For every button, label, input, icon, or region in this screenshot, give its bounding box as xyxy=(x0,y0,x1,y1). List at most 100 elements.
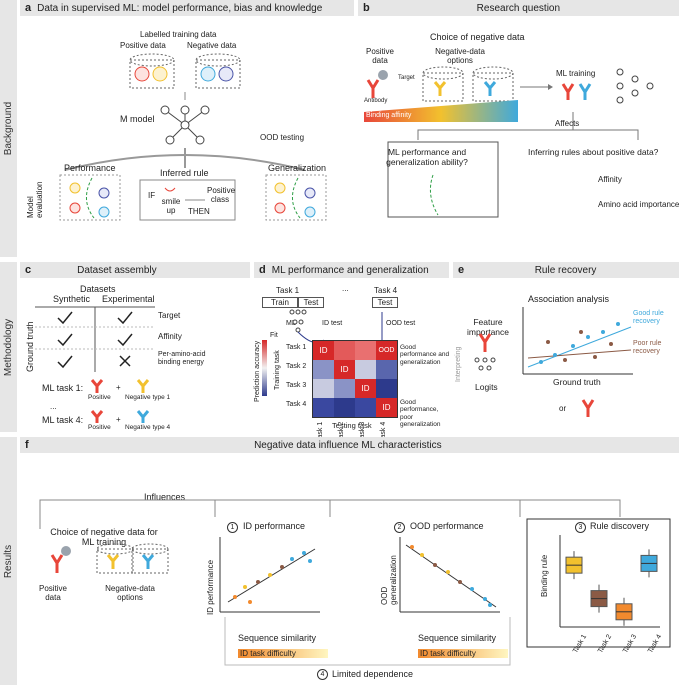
f-id-axis: ID performance xyxy=(206,559,215,615)
f-diff-2: ID task difficulty xyxy=(420,649,476,658)
heat-cell: ID xyxy=(355,379,376,398)
panel-e: e Rule recovery Association analysis Feat… xyxy=(453,262,679,432)
f-seq-sim-1: Sequence similarity xyxy=(238,633,317,643)
e-poor: Poor rule recovery xyxy=(633,340,662,356)
b-binding-label: Binding affinity xyxy=(366,112,412,119)
b-affinity: Affinity xyxy=(598,175,622,184)
f-rule-disc: Rule discovery xyxy=(590,521,650,531)
rule-positive-class: Positive class xyxy=(207,186,236,205)
d-note1: Good performance and generalization xyxy=(400,344,450,366)
f-ood-axis: OOD generalization xyxy=(380,555,399,605)
f-n4: 4 xyxy=(317,669,328,680)
rule-then: THEN xyxy=(188,207,210,216)
d-task4: Task 4 xyxy=(374,286,398,295)
heat-cell xyxy=(376,379,397,398)
panel-b-header: b Research question xyxy=(358,0,679,16)
heat-cell xyxy=(313,360,334,379)
m-model-label: M model xyxy=(120,114,155,124)
c-plus4: + xyxy=(116,415,121,424)
rule-if: IF xyxy=(148,191,156,200)
b-antibody-label: Antibody xyxy=(364,98,388,104)
panel-c-antibodies xyxy=(90,379,150,423)
panel-f-header: f Negative data influence ML characterist… xyxy=(20,437,679,453)
c-synthetic: Synthetic xyxy=(53,294,91,304)
c-neg1: Negative type 1 xyxy=(125,394,171,401)
c-neg4: Negative type 4 xyxy=(125,424,171,431)
b-q1: ML performance and generalization abilit… xyxy=(386,147,468,167)
d-oodtest: OOD test xyxy=(386,320,416,327)
b-target-label: Target xyxy=(398,75,415,81)
d-idtest: ID test xyxy=(322,320,343,327)
d-task1: Task 1 xyxy=(276,286,300,295)
d-row-1: Task 1 xyxy=(286,344,307,351)
d-ml: ML xyxy=(286,320,296,327)
panel-f-graphics xyxy=(39,499,671,666)
b-affects-label: Affects xyxy=(555,119,580,128)
c-target: Target xyxy=(158,311,181,320)
panel-a: a Data in supervised ML: model performanc… xyxy=(20,0,354,257)
f-choice: Choice of negative data for ML training xyxy=(50,527,158,548)
c-task1: ML task 1: xyxy=(42,383,84,393)
d-note2: Good performance, poor generalization xyxy=(400,399,441,429)
heat-cell xyxy=(376,360,397,379)
choice-neg-label: Choice of negative data xyxy=(430,32,525,42)
panel-d-header: d ML performance and generalization xyxy=(254,262,449,278)
row-label-results: Results xyxy=(0,437,17,685)
e-scatter-points xyxy=(539,322,620,364)
panel-a-header: a Data in supervised ML: model performanc… xyxy=(20,0,354,16)
d-fit: Fit xyxy=(270,332,278,339)
id-scatter-points xyxy=(233,551,312,604)
e-feat: Feature importance xyxy=(466,317,510,337)
d-row-4: Task 4 xyxy=(286,401,307,408)
d-train-box: Train xyxy=(262,297,298,309)
rule-smile: smile up xyxy=(161,197,181,216)
e-or: or xyxy=(559,404,567,413)
labelled-training-label: Labelled training data xyxy=(140,30,217,39)
panel-e-header: e Rule recovery xyxy=(453,262,679,278)
generalization-label: Generalization xyxy=(268,163,327,173)
heat-cell xyxy=(355,398,376,417)
heat-cell xyxy=(334,398,355,417)
model-eval-label: Model evaluation xyxy=(26,181,45,218)
b-aa: Amino acid importance xyxy=(598,200,679,209)
b-positive-label: Positive data xyxy=(365,47,394,66)
c-task4: ML task 4: xyxy=(42,415,84,425)
c-affinity: Affinity xyxy=(158,332,182,341)
panel-c-header: c Dataset assembly xyxy=(20,262,250,278)
heat-cell xyxy=(313,398,334,417)
f-n2: 2 xyxy=(394,522,405,533)
b-mltraining-label: ML training xyxy=(556,69,596,78)
d-heatmap: ID OOD ID ID ID xyxy=(312,340,398,418)
c-datasets: Datasets xyxy=(80,284,116,294)
performance-label: Performance xyxy=(64,163,116,173)
d-test4-box: Test xyxy=(372,297,398,309)
f-positive: Positive data xyxy=(38,584,67,603)
positive-data-label: Positive data xyxy=(120,41,166,50)
panel-e-graphics xyxy=(474,307,633,417)
heat-cell xyxy=(334,341,355,360)
heat-cell xyxy=(355,341,376,360)
f-seq-sim-2: Sequence similarity xyxy=(418,633,497,643)
heat-cell: ID xyxy=(376,398,397,417)
f-negopt: Negative-data options xyxy=(105,584,155,603)
ood-testing-label: OOD testing xyxy=(260,133,305,142)
heat-cell: ID xyxy=(313,341,334,360)
b-negopt-label: Negative-data options xyxy=(435,47,485,66)
f-ood-perf: OOD performance xyxy=(410,521,484,531)
e-assoc: Association analysis xyxy=(528,294,610,304)
e-logits: Logits xyxy=(475,382,498,392)
heat-cell: ID xyxy=(334,360,355,379)
f-binding-rule: Binding rule xyxy=(540,554,549,597)
c-experimental: Experimental xyxy=(102,294,155,304)
panel-c: c Dataset assembly Datasets Synthetic Exp… xyxy=(20,262,250,432)
f-influences: Influences xyxy=(144,492,186,502)
row-label-background: Background xyxy=(0,0,17,257)
heat-cell xyxy=(334,379,355,398)
d-row-2: Task 2 xyxy=(286,363,307,370)
f-n3: 3 xyxy=(575,522,586,533)
f-id-perf: ID performance xyxy=(243,521,306,531)
row-label-methodology: Methodology xyxy=(0,262,17,432)
d-row-3: Task 3 xyxy=(286,382,307,389)
heat-cell: OOD xyxy=(376,341,397,360)
box-plot xyxy=(565,549,658,626)
